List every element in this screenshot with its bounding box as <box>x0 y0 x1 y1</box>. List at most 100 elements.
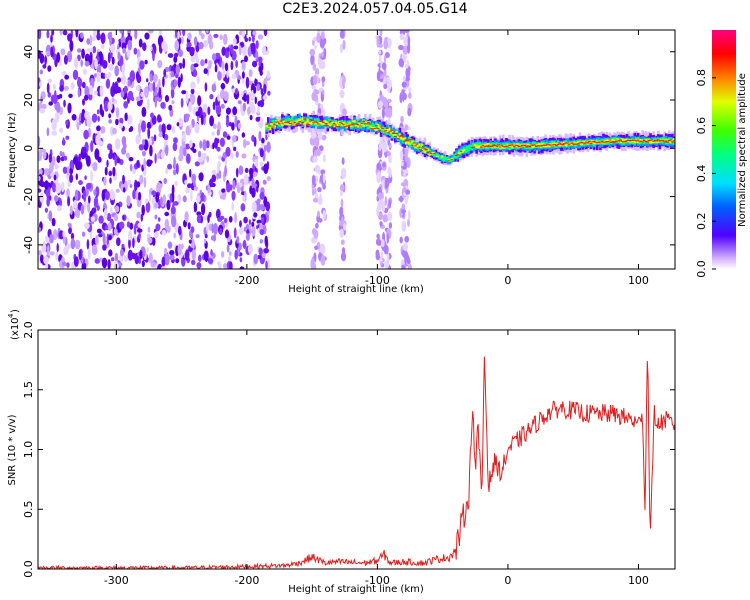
spectrogram-noise-cell <box>119 221 125 230</box>
spectrogram-ridge-cell <box>345 125 348 127</box>
spectrogram-ridge-cell <box>574 143 577 145</box>
spectrogram-noise-cell <box>312 74 318 86</box>
spectrogram-ridge-cell <box>627 139 630 141</box>
spectrogram-noise-cell <box>109 148 113 160</box>
spectrogram-noise-cell <box>378 55 382 64</box>
spectrogram-noise-cell <box>233 227 237 239</box>
spectrogram-noise-cell <box>211 131 215 136</box>
spectrogram-ridge-cell <box>622 141 626 143</box>
spectrogram-noise-cell <box>253 212 258 218</box>
spectrogram-noise-cell <box>254 96 257 105</box>
spectrogram-noise-cell <box>204 58 208 64</box>
spectrogram-noise-cell <box>233 146 237 152</box>
x-tick-label: -100 <box>365 574 390 587</box>
spectrogram-noise-cell <box>236 236 240 244</box>
spectrogram-noise-cell <box>75 173 79 181</box>
spectrogram-ridge-cell <box>403 135 406 148</box>
spectrogram-ridge-cell <box>267 127 270 130</box>
spectrogram-noise-cell <box>69 173 74 183</box>
spectrogram-ridge-cell <box>533 144 536 147</box>
spectrogram-noise-cell <box>238 165 244 175</box>
spectrogram-noise-cell <box>48 210 53 222</box>
spectrogram-noise-cell <box>126 195 131 207</box>
spectrogram-noise-cell <box>162 130 165 139</box>
spectrogram-noise-cell <box>229 261 233 269</box>
spectrogram-noise-cell <box>129 164 133 172</box>
spectrogram-noise-cell <box>108 113 112 119</box>
spectrogram-noise-cell <box>168 104 173 111</box>
spectrogram-noise-cell <box>44 207 49 213</box>
spectrogram-noise-cell <box>191 173 197 183</box>
spectrogram-ridge-cell <box>522 145 525 147</box>
spectrogram-ridge-cell <box>296 122 300 124</box>
spectrogram-noise-cell <box>261 137 265 144</box>
spectrogram-ridge-cell <box>401 136 405 138</box>
spectrogram-noise-cell <box>310 53 315 66</box>
spectrogram-ridge-cell <box>589 140 593 144</box>
spectrogram-ridge-cell <box>392 127 395 137</box>
colorbar-tick-label: 0.8 <box>695 69 708 87</box>
spectrogram-ridge-cell <box>340 119 344 126</box>
spectrogram-noise-cell <box>69 205 73 216</box>
spectrogram-ridge-cell <box>519 145 522 147</box>
spectrogram-noise-cell <box>173 56 178 63</box>
spectrogram-noise-cell <box>49 233 54 244</box>
spectrogram-noise-cell <box>379 30 383 37</box>
spectrogram-noise-cell <box>253 155 259 160</box>
spectrogram-noise-cell <box>98 215 104 224</box>
spectrogram-noise-cell <box>121 42 127 50</box>
x-tick-label: 0 <box>504 274 511 287</box>
spectrogram-ridge-cell <box>458 151 461 155</box>
spectrogram-noise-cell <box>221 46 226 56</box>
spectrogram-noise-cell <box>262 45 267 56</box>
spectrogram-noise-cell <box>313 229 319 239</box>
spectrogram-noise-cell <box>237 75 242 80</box>
spectrogram-noise-cell <box>383 101 389 108</box>
colorbar-tick-label: 0.0 <box>695 260 708 278</box>
spectrogram-ridge-cell <box>328 121 331 123</box>
spectrogram-noise-cell <box>92 46 97 54</box>
spectrogram-noise-cell <box>226 182 231 193</box>
spectrogram-ridge-cell <box>558 142 561 144</box>
spectrogram-ridge-cell <box>671 141 674 143</box>
spectrogram-noise-cell <box>261 216 265 224</box>
spectrogram-noise-cell <box>91 36 96 42</box>
spectrogram-noise-cell <box>48 101 53 106</box>
spectrogram-noise-cell <box>55 101 61 113</box>
spectrogram-noise-cell <box>239 266 245 269</box>
spectrogram-noise-cell <box>386 252 390 264</box>
spectrogram-ridge-cell <box>346 125 350 127</box>
spectrogram-ridge-cell <box>509 144 513 146</box>
spectrogram-noise-cell <box>90 216 96 222</box>
spectrogram-ridge-cell <box>461 150 464 153</box>
spectrogram-ridge-cell <box>500 145 503 148</box>
spectrogram-noise-cell <box>219 227 223 236</box>
spectrogram-noise-cell <box>235 151 239 158</box>
spectrogram-noise-cell <box>160 266 167 269</box>
spectrogram-noise-cell <box>249 173 254 180</box>
spectrogram-noise-cell <box>171 184 175 195</box>
spectrogram-ridge-cell <box>552 144 555 146</box>
spectrogram-noise-cell <box>70 81 75 90</box>
spectrogram-noise-cell <box>108 249 113 257</box>
spectrogram-ridge-cell <box>527 145 530 147</box>
spectrogram-ridge-cell <box>619 139 622 141</box>
spectrogram-noise-cell <box>250 102 255 113</box>
spectrogram-noise-cell <box>104 73 108 79</box>
spectrogram-ridge-cell <box>408 139 411 141</box>
spectrogram-ridge-cell <box>332 125 336 128</box>
spectrogram-noise-cell <box>78 249 82 261</box>
spectrogram-noise-cell <box>183 147 187 157</box>
spectrogram-ridge-cell <box>603 141 607 143</box>
spectrogram-noise-cell <box>138 38 143 48</box>
spectrogram-ridge-cell <box>282 120 286 123</box>
spectrogram-noise-cell <box>251 187 256 198</box>
spectrogram-noise-cell <box>158 183 163 188</box>
spectrogram-ridge-cell <box>265 124 268 128</box>
spectrogram-noise-cell <box>239 220 242 228</box>
spectrogram-noise-cell <box>187 32 192 40</box>
spectrogram-noise-cell <box>263 83 267 94</box>
spectrogram-noise-cell <box>314 95 319 102</box>
spectrogram-noise-cell <box>242 239 247 249</box>
spectrogram-ridge-cell <box>616 140 619 142</box>
